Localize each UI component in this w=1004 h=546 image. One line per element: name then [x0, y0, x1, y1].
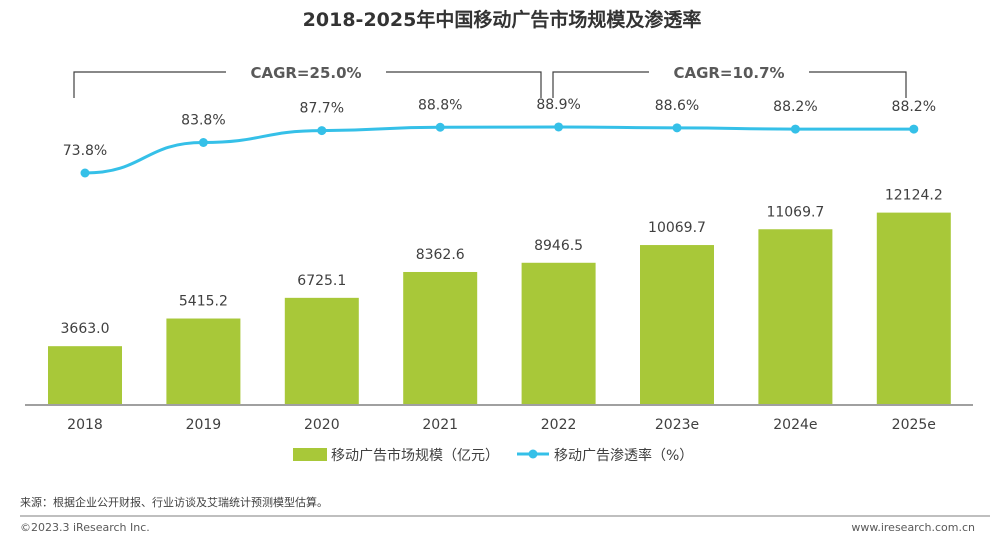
chart-title: 2018-2025年中国移动广告市场规模及渗透率 [303, 8, 702, 31]
x-tick-label: 2023e [655, 417, 699, 433]
bar-value-label: 5415.2 [179, 294, 228, 310]
bar-2019 [166, 318, 241, 404]
bar-value-label: 12124.2 [885, 188, 943, 204]
legend: 移动广告市场规模（亿元） 移动广告渗透率（%） [293, 447, 693, 464]
website: www.iresearch.com.cn [851, 521, 975, 534]
bar-value-label: 3663.0 [61, 321, 110, 337]
x-axis: 2018 2019 2020 2021 2022 2023e 2024e 2025e [25, 404, 973, 433]
x-tick-label: 2019 [186, 417, 222, 433]
legend-line-label: 移动广告渗透率（%） [554, 447, 693, 464]
cagr-label: CAGR=10.7% [673, 64, 784, 82]
x-tick-label: 2024e [773, 417, 817, 433]
line-point-2019 [198, 138, 208, 147]
cagr-bracket [73, 71, 542, 98]
line-point-2020 [317, 126, 327, 136]
bar-2023e [640, 245, 714, 404]
bar-2022 [521, 262, 596, 404]
x-tick-label: 2021 [422, 417, 458, 433]
line-value-label: 73.8% [63, 143, 107, 159]
line-point-2021 [435, 122, 445, 132]
line-point-2024e [790, 124, 800, 134]
bar-2024e [758, 229, 833, 404]
bar-2021 [403, 271, 478, 404]
bar-value-label: 11069.7 [766, 204, 824, 220]
x-tick-label: 2022 [541, 417, 577, 433]
bar-2025e [876, 212, 951, 404]
line-value-label: 83.8% [181, 113, 225, 129]
bar-value-label: 8362.6 [416, 247, 465, 263]
cagr-label: CAGR=25.0% [250, 64, 361, 82]
copyright: ©2023.3 iResearch Inc. [20, 521, 150, 534]
line-value-label: 88.8% [418, 97, 462, 113]
line-value-label: 88.9% [536, 97, 580, 113]
line-series: 73.8% 83.8% 87.7% 88.8% 88.9% 88.6% 88.2% 88.2% [63, 97, 936, 178]
line-value-label: 88.6% [655, 98, 699, 114]
cagr-bracket [552, 71, 907, 98]
bar-2020 [284, 297, 359, 404]
x-tick-label: 2018 [67, 417, 103, 433]
source-note: 来源：根据企业公开财报、行业访谈及艾瑞统计预测模型估算。 [20, 495, 328, 509]
bar-value-label: 6725.1 [297, 273, 346, 289]
penetration-line [84, 125, 914, 175]
cagr-annotations: CAGR=25.0% CAGR=10.7% [73, 64, 907, 98]
legend-line-marker [528, 449, 538, 459]
bar-value-label: 8946.5 [534, 238, 583, 254]
line-value-label: 88.2% [773, 99, 817, 115]
line-value-label: 87.7% [300, 101, 344, 117]
x-tick-label: 2025e [892, 417, 936, 433]
x-tick-label: 2020 [304, 417, 340, 433]
line-point-2025e [909, 124, 919, 134]
bar-series: 3663.0 5415.2 6725.1 8362.6 8946.5 10069.7 110… [48, 188, 951, 404]
bar-2018 [48, 346, 122, 404]
legend-bar-label: 移动广告市场规模（亿元） [331, 447, 499, 464]
line-point-2018 [80, 168, 90, 178]
bar-value-label: 10069.7 [648, 220, 706, 236]
line-point-2023e [672, 123, 682, 133]
line-point-2022 [554, 122, 564, 132]
legend-bar-swatch [293, 448, 327, 461]
line-value-label: 88.2% [892, 99, 936, 115]
